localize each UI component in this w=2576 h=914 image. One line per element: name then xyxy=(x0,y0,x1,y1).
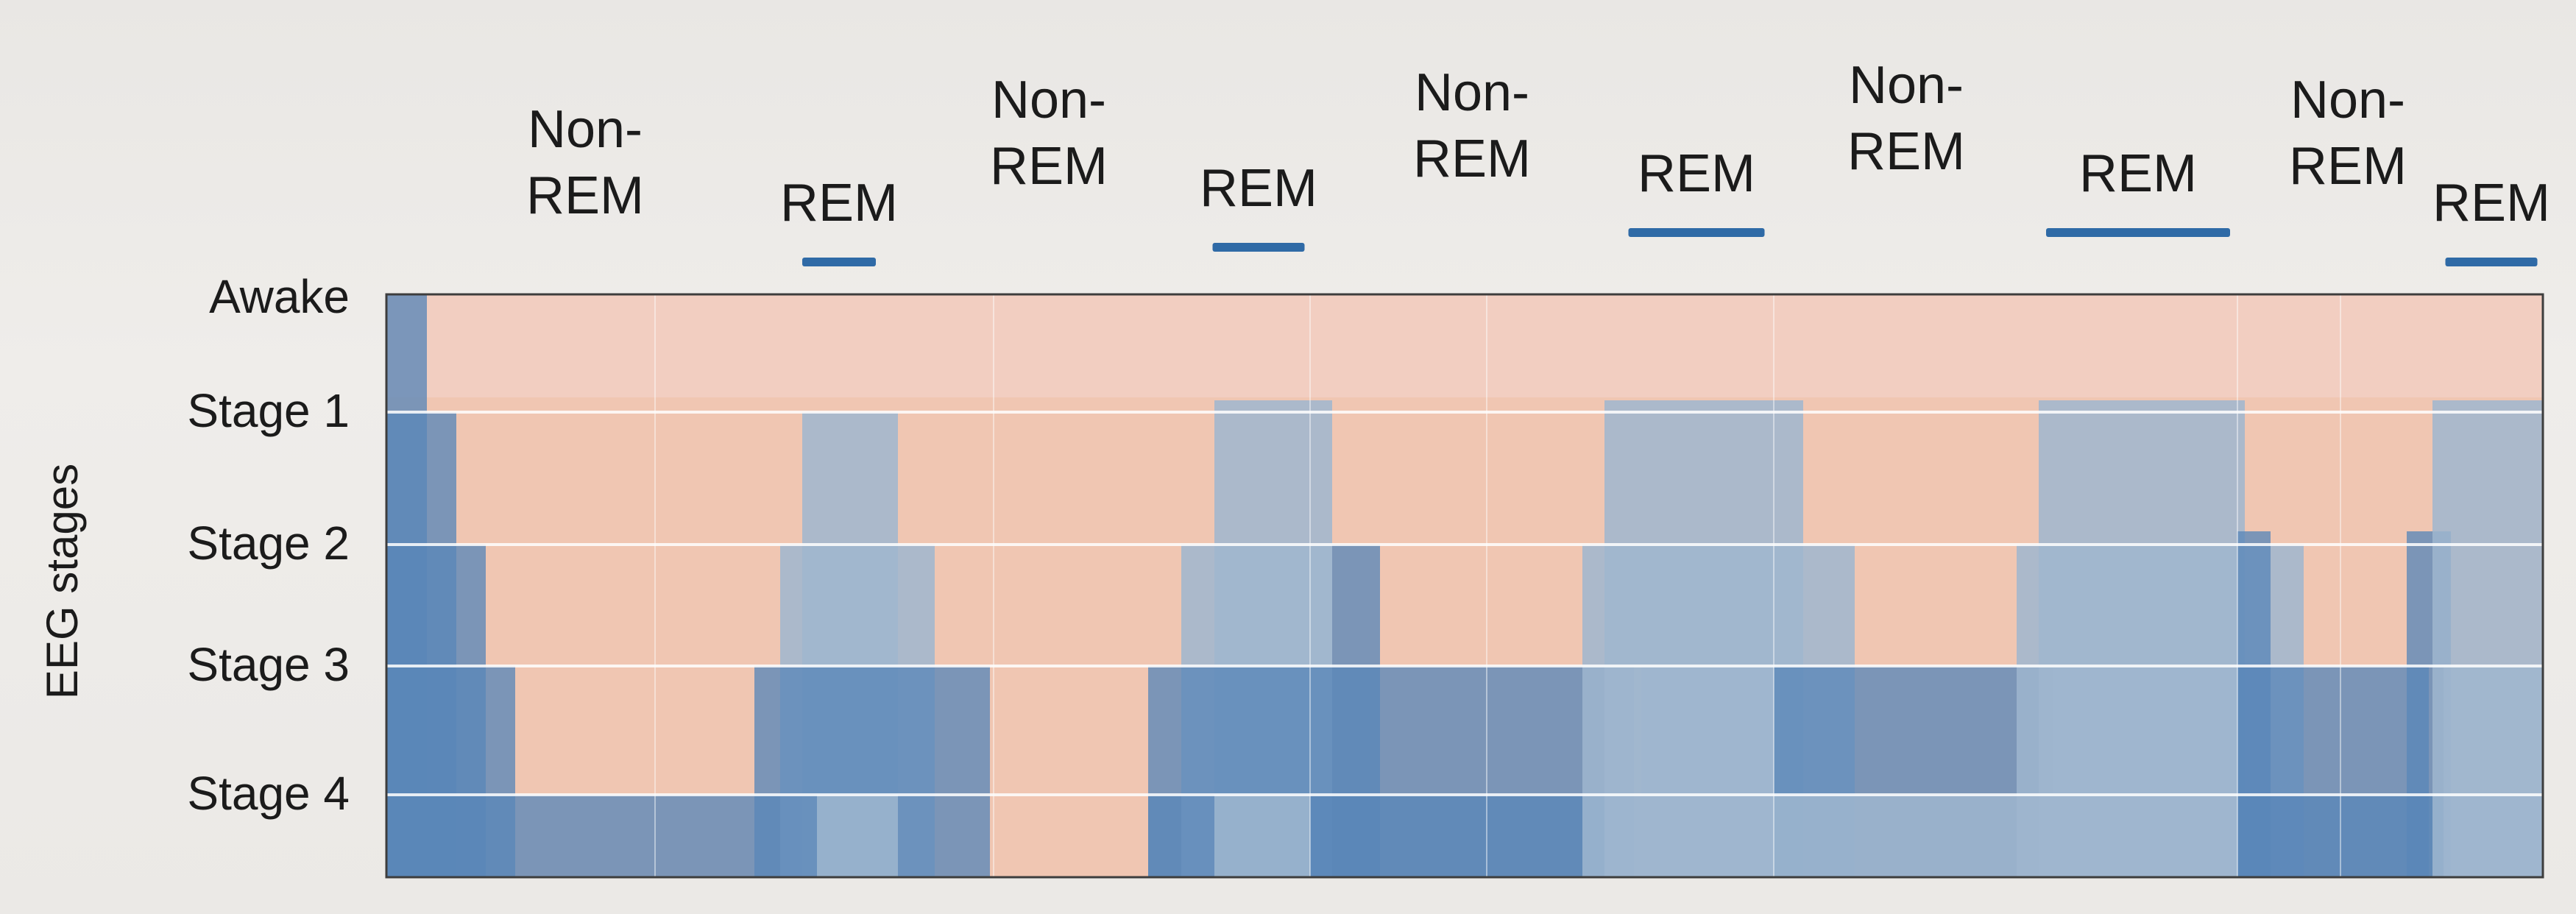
plot-border xyxy=(385,293,2544,879)
rem-underline xyxy=(802,258,876,266)
phase-label-non-rem: Non-REM xyxy=(526,100,644,225)
stage-block xyxy=(817,795,898,877)
phase-label-non-rem: Non-REM xyxy=(1413,63,1531,188)
y-tick-label: Stage 2 xyxy=(187,517,350,570)
gridlines xyxy=(385,293,2544,879)
phase-label-rem: REM xyxy=(780,174,898,233)
stage-block xyxy=(1214,795,1310,877)
stage-block xyxy=(1634,795,1774,877)
phase-label-rem: REM xyxy=(2432,174,2550,233)
phase-label-rem: REM xyxy=(2079,144,2197,203)
stage-bands xyxy=(386,294,2543,877)
rem-underline xyxy=(1212,243,1305,252)
phase-labels: Non-REM REM Non-REM REM Non-REM REM Non-REM REM… xyxy=(526,56,2550,233)
rem-underline xyxy=(2445,258,2538,266)
stage-block xyxy=(386,795,817,877)
y-axis-label: EEG stages xyxy=(38,464,87,699)
stage-block xyxy=(2053,795,2237,877)
y-tick-label: Stage 4 xyxy=(187,767,350,820)
stage-block xyxy=(1332,545,1380,877)
stage-block xyxy=(1774,795,2053,877)
stage-block xyxy=(2451,795,2543,877)
awake-band xyxy=(386,294,2543,397)
phase-label-non-rem: Non-REM xyxy=(990,71,1108,196)
rem-underline xyxy=(1628,228,1765,237)
y-tick-labels: Awake Stage 1 Stage 2 Stage 3 Stage 4 xyxy=(187,270,350,820)
phase-label-non-rem: Non-REM xyxy=(2289,71,2407,196)
rem-underlines xyxy=(802,228,2538,266)
phase-label-rem: REM xyxy=(1638,144,1755,203)
phase-label-non-rem: Non-REM xyxy=(1847,56,1965,181)
y-tick-label: Stage 1 xyxy=(187,384,350,437)
y-tick-label: Stage 3 xyxy=(187,638,350,691)
stage-block xyxy=(2237,531,2271,877)
rem-underline xyxy=(2046,228,2230,237)
y-tick-label: Awake xyxy=(209,270,350,323)
phase-label-rem: REM xyxy=(1200,159,1317,218)
